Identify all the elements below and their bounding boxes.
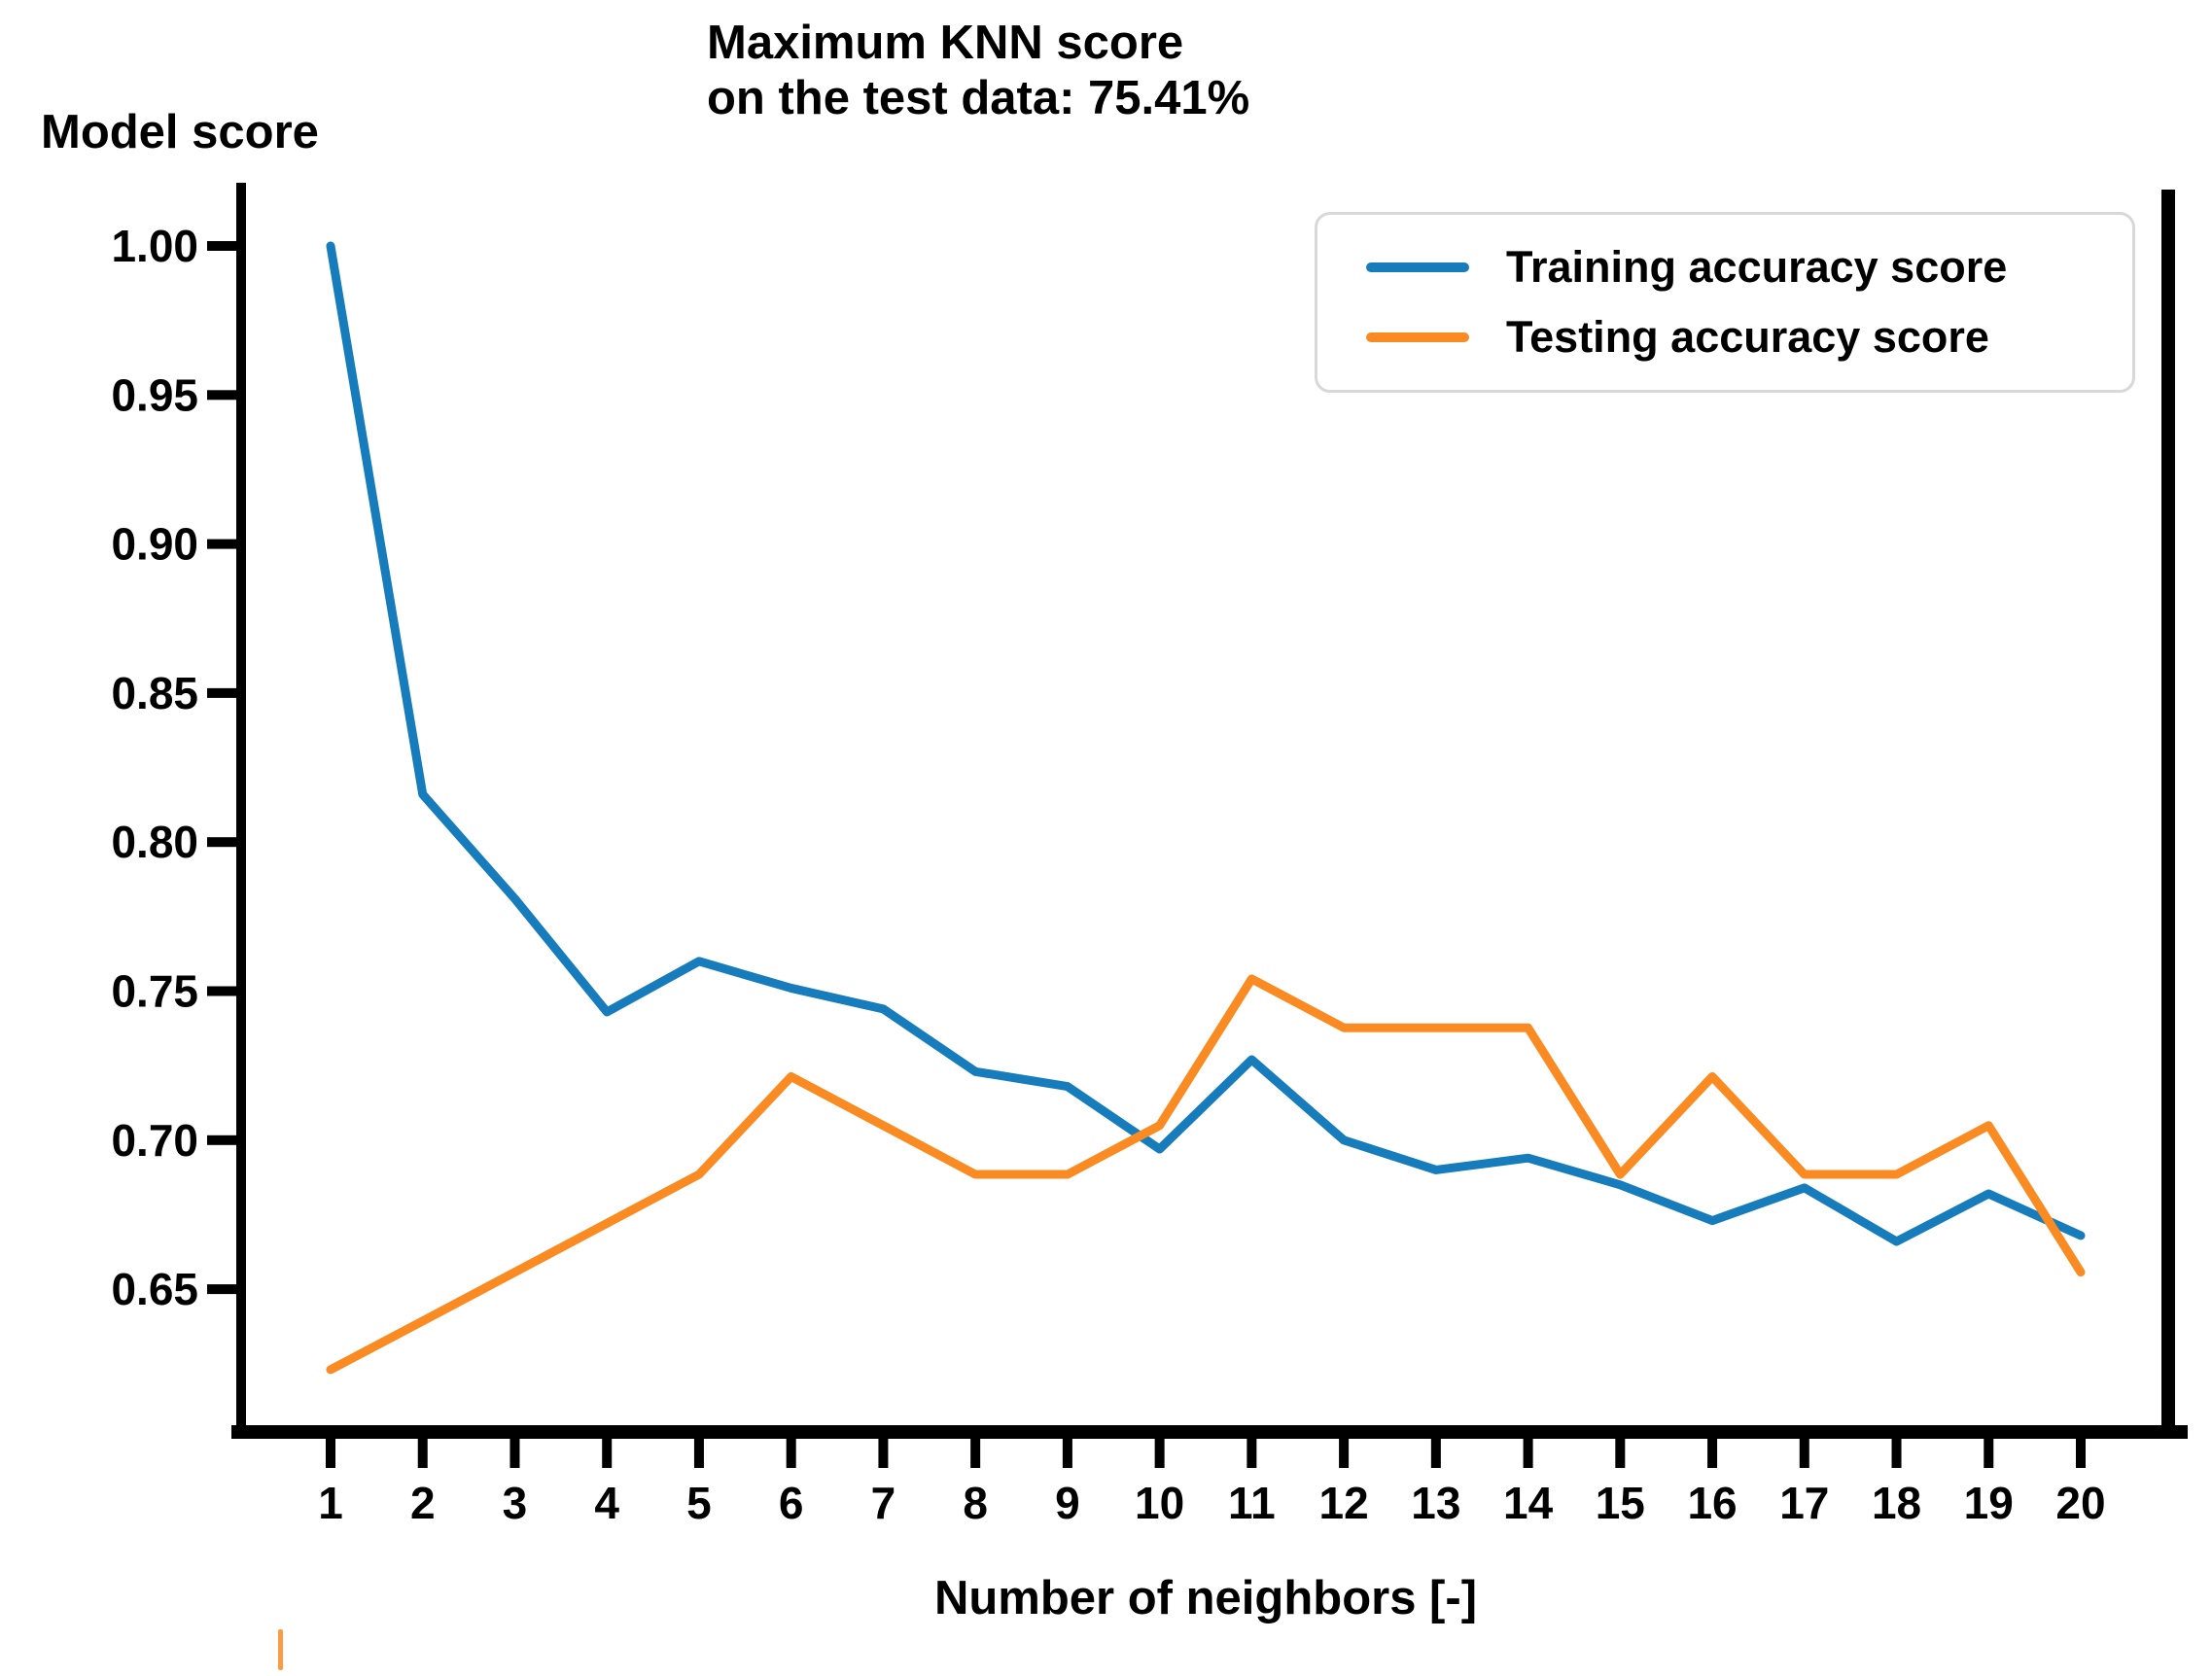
- x-tick: [693, 1437, 704, 1468]
- x-tick: [1523, 1437, 1533, 1468]
- legend-row-training: Training accuracy score: [1366, 242, 2132, 293]
- chart-title-line1: Maximum KNN score: [707, 17, 1184, 69]
- x-tick: [326, 1437, 335, 1468]
- y-tick-label: 0.70: [111, 1115, 198, 1166]
- right-spine: [2161, 190, 2175, 1439]
- left-spine: [236, 183, 246, 1439]
- x-tick-label: 16: [1687, 1478, 1737, 1528]
- legend-label-training: Training accuracy score: [1506, 242, 2008, 292]
- y-axis-label: Model score: [41, 106, 319, 158]
- bottom-spine: [231, 1425, 2188, 1439]
- y-tick-label: 0.90: [111, 519, 198, 570]
- x-tick: [1615, 1437, 1626, 1468]
- y-tick: [207, 986, 236, 996]
- x-tick: [1339, 1437, 1350, 1468]
- x-tick-label: 18: [1872, 1478, 1921, 1528]
- testing-accuracy-line: [326, 974, 2086, 1375]
- x-tick: [1246, 1437, 1257, 1468]
- x-tick-label: 1: [318, 1478, 343, 1528]
- chart-title-line2: on the test data: 75.41%: [707, 72, 1250, 124]
- x-tick: [1984, 1437, 1994, 1468]
- x-tick: [1891, 1437, 1902, 1468]
- legend: Training accuracy score Testing accuracy…: [1315, 212, 2135, 393]
- x-tick-label: 12: [1319, 1478, 1369, 1528]
- y-tick-label: 0.85: [111, 668, 198, 718]
- x-tick: [1154, 1437, 1165, 1468]
- y-tick: [207, 837, 236, 848]
- x-tick: [970, 1437, 981, 1468]
- y-tick-label: 0.95: [111, 369, 198, 420]
- x-tick-label: 14: [1503, 1478, 1554, 1528]
- x-tick: [602, 1437, 613, 1468]
- x-tick: [509, 1437, 520, 1468]
- x-tick-label: 15: [1596, 1478, 1645, 1528]
- training-line-swatch: [1366, 262, 1469, 272]
- x-tick-label: 4: [594, 1478, 619, 1528]
- y-tick-label: 0.80: [111, 817, 198, 867]
- x-tick-label: 7: [871, 1478, 896, 1528]
- testing-line-swatch: [1366, 332, 1469, 342]
- x-tick-label: 2: [410, 1478, 436, 1528]
- y-tick: [207, 241, 236, 251]
- x-tick-label: 19: [1964, 1478, 2014, 1528]
- y-tick: [207, 1135, 236, 1145]
- y-tick-label: 0.75: [111, 966, 198, 1017]
- y-tick: [207, 390, 236, 401]
- x-tick: [1430, 1437, 1441, 1468]
- x-tick-label: 10: [1135, 1478, 1184, 1528]
- legend-row-testing: Testing accuracy score: [1366, 312, 2132, 363]
- x-tick: [1707, 1437, 1718, 1468]
- x-tick-label: 13: [1411, 1478, 1460, 1528]
- legend-label-testing: Testing accuracy score: [1506, 312, 1989, 362]
- y-tick: [207, 539, 236, 549]
- x-tick-label: 5: [686, 1478, 712, 1528]
- stray-orange-mark: [278, 1629, 283, 1670]
- y-tick-label: 0.65: [111, 1264, 198, 1314]
- training-accuracy-line: [326, 241, 2086, 1246]
- x-tick: [786, 1437, 796, 1468]
- x-tick-label: 17: [1779, 1478, 1829, 1528]
- chart-title: Maximum KNN score on the test data: 75.4…: [707, 16, 1249, 126]
- y-tick-label: 1.00: [111, 221, 198, 271]
- x-tick-label: 11: [1228, 1478, 1276, 1528]
- x-tick: [2076, 1437, 2087, 1468]
- x-tick-label: 8: [963, 1478, 988, 1528]
- x-tick-label: 9: [1055, 1478, 1080, 1528]
- y-tick: [207, 1284, 236, 1295]
- x-axis-label: Number of neighbors [-]: [933, 1572, 1478, 1624]
- y-tick: [207, 687, 236, 698]
- x-tick: [1062, 1437, 1072, 1468]
- x-tick-label: 3: [503, 1478, 528, 1528]
- x-tick-label: 20: [2055, 1478, 2105, 1528]
- x-tick-label: 6: [779, 1478, 804, 1528]
- x-tick: [878, 1437, 889, 1468]
- x-tick: [1799, 1437, 1809, 1468]
- x-tick: [417, 1437, 428, 1468]
